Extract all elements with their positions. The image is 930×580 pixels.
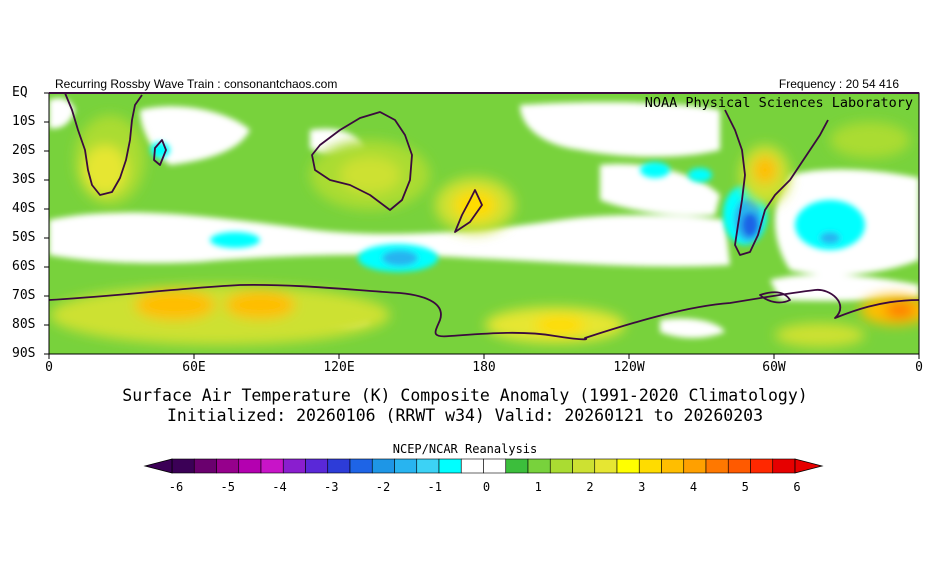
africa-coast: [64, 93, 143, 196]
lat-label-60s: 60S: [12, 259, 36, 274]
colorbar-cell: [327, 458, 351, 474]
lat-label-10s: 10S: [12, 114, 36, 129]
colorbar-tick-label: -4: [272, 480, 287, 494]
colorbar-tick-label: -3: [324, 480, 339, 494]
colorbar-cell: [772, 458, 796, 474]
colorbar-tick-label: 6: [793, 480, 801, 494]
lat-label-30s: 30S: [12, 172, 36, 187]
colorbar-cells: [171, 458, 796, 474]
header-left-text: Recurring Rossby Wave Train : consonantc…: [55, 77, 338, 91]
colorbar-tick-label: 3: [638, 480, 646, 494]
chart-title: Surface Air Temperature (K) Composite An…: [122, 386, 808, 405]
colorbar-tick-label: -2: [375, 480, 391, 494]
lon-label-120w: 120W: [613, 360, 645, 375]
anomaly-field: [49, 93, 919, 354]
colorbar-cell: [616, 458, 640, 474]
south-america-coast: [724, 109, 829, 256]
new-zealand-coast: [454, 189, 483, 233]
noaa-label: NOAA Physical Sciences Laboratory: [644, 95, 913, 111]
colorbar-cell: [661, 458, 685, 474]
colorbar-cell: [483, 458, 507, 474]
colorbar-cell: [238, 458, 262, 474]
lon-label-60w: 60W: [762, 360, 786, 375]
colorbar-tick-label: -1: [427, 480, 442, 494]
colorbar-tick-label: 2: [586, 480, 594, 494]
lon-label-60e: 60E: [182, 360, 206, 375]
colorbar-cell: [705, 458, 729, 474]
colorbar-tick-label: 1: [534, 480, 542, 494]
colorbar-tick-label: -6: [168, 480, 184, 494]
colorbar-cell: [193, 458, 217, 474]
warm-anomalies: [50, 115, 919, 347]
colorbar-tick-label: -5: [220, 480, 235, 494]
lat-ticks: [44, 92, 49, 355]
colorbar-cell: [638, 458, 662, 474]
colorbar-cell: [216, 458, 240, 474]
colorbar-cell: [727, 458, 751, 474]
colorbar-cell: [171, 458, 195, 474]
colorbar-over-arrow: [794, 458, 824, 474]
lat-label-90s: 90S: [12, 346, 36, 361]
lat-label-50s: 50S: [12, 230, 36, 245]
lat-label-70s: 70S: [12, 288, 36, 303]
colorbar-cell: [349, 458, 373, 474]
lat-label-eq: EQ: [12, 85, 28, 100]
lon-ticks: [48, 354, 920, 359]
peninsula-coast: [759, 291, 791, 304]
lon-label-0: 0: [45, 360, 53, 375]
source-label: NCEP/NCAR Reanalysis: [392, 442, 538, 456]
colorbar-cell: [750, 458, 774, 474]
colorbar-tick-label: 5: [741, 480, 749, 494]
colorbar-cell: [260, 458, 284, 474]
header-frequency-text: Frequency : 20 54 416: [778, 77, 899, 91]
colorbar-cell: [527, 458, 551, 474]
antarctica-coast: [49, 283, 919, 341]
colorbar-cell: [371, 458, 395, 474]
australia-coast: [311, 111, 413, 211]
lat-label-40s: 40S: [12, 201, 36, 216]
colorbar-cell: [438, 458, 462, 474]
colorbar-cell: [683, 458, 707, 474]
colorbar-tick-label: 4: [689, 480, 698, 494]
lat-label-80s: 80S: [12, 317, 36, 332]
colorbar-under-arrow: [143, 458, 173, 474]
madagascar-coast: [153, 139, 167, 166]
lon-label-0-right: 0: [915, 360, 923, 375]
lon-label-180: 180: [472, 360, 496, 375]
colorbar-cell: [282, 458, 306, 474]
colorbar-cell: [416, 458, 440, 474]
colorbar-cell: [549, 458, 573, 474]
colorbar-cell: [572, 458, 596, 474]
colorbar-cell: [594, 458, 618, 474]
lat-label-20s: 20S: [12, 143, 36, 158]
colorbar-cell: [505, 458, 529, 474]
coastlines: [49, 93, 919, 341]
lon-label-120e: 120E: [323, 360, 355, 375]
colorbar-cell: [460, 458, 484, 474]
colorbar-tick-label: 0: [482, 480, 491, 494]
colorbar-cell: [305, 458, 329, 474]
chart-subtitle: Initialized: 20260106 (RRWT w34) Valid: …: [166, 406, 764, 425]
colorbar-cell: [394, 458, 418, 474]
